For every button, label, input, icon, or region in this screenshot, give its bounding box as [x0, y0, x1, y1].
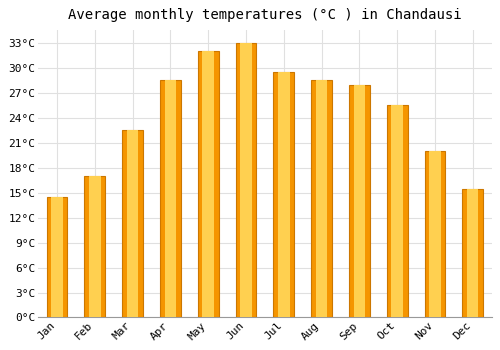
- Bar: [387, 105, 407, 317]
- Bar: [240, 43, 252, 317]
- Bar: [424, 151, 446, 317]
- Bar: [278, 72, 289, 317]
- Bar: [430, 151, 440, 317]
- Bar: [46, 197, 68, 317]
- Bar: [316, 80, 328, 317]
- Bar: [122, 130, 143, 317]
- Bar: [202, 51, 214, 317]
- Bar: [84, 176, 105, 317]
- Bar: [392, 105, 403, 317]
- Bar: [349, 85, 370, 317]
- Bar: [311, 80, 332, 317]
- Bar: [198, 51, 218, 317]
- Bar: [52, 197, 62, 317]
- Bar: [354, 85, 365, 317]
- Bar: [164, 80, 176, 317]
- Bar: [127, 130, 138, 317]
- Bar: [160, 80, 181, 317]
- Bar: [462, 189, 483, 317]
- Bar: [274, 72, 294, 317]
- Bar: [89, 176, 101, 317]
- Bar: [467, 189, 478, 317]
- Title: Average monthly temperatures (°C ) in Chandausi: Average monthly temperatures (°C ) in Ch…: [68, 8, 462, 22]
- Bar: [236, 43, 256, 317]
